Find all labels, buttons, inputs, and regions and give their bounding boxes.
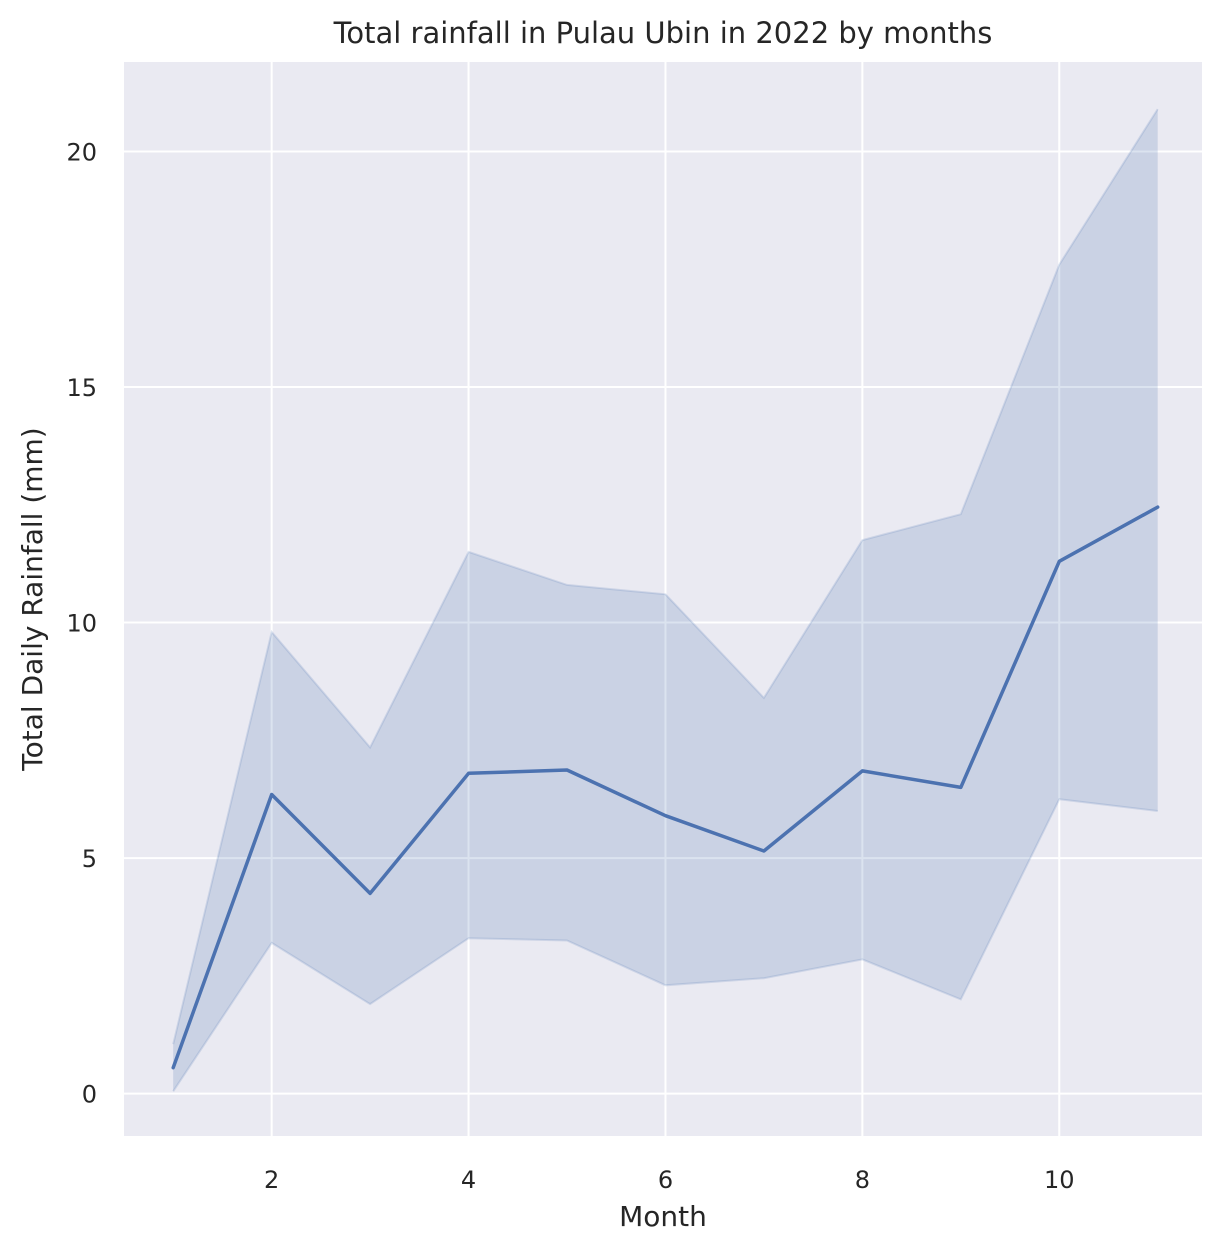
y-tick-label: 15 (66, 374, 97, 402)
data-points (173, 507, 1158, 1068)
chart-title: Total rainfall in Pulau Ubin in 2022 by … (333, 16, 993, 50)
confidence-band (173, 109, 1158, 1092)
grid (124, 62, 1202, 1136)
y-tick-label: 5 (82, 845, 97, 873)
y-axis-label: Total Daily Rainfall (mm) (16, 427, 49, 771)
plot-background (124, 62, 1202, 1136)
x-tick-label: 8 (855, 1166, 870, 1194)
confidence-band-upper-edge (172, 108, 1159, 1045)
confidence-band-lower-edge (172, 798, 1158, 1092)
y-axis-ticks: 0 5 10 15 20 (66, 139, 97, 1109)
x-tick-label: 2 (264, 1166, 279, 1194)
y-tick-label: 10 (66, 610, 97, 638)
x-axis-label: Month (619, 1200, 707, 1233)
x-tick-label: 6 (658, 1166, 673, 1194)
x-axis-ticks: 2 4 6 8 10 (264, 1166, 1074, 1194)
y-tick-label: 20 (66, 139, 97, 167)
x-tick-label: 4 (461, 1166, 476, 1194)
y-tick-label: 0 (82, 1081, 97, 1109)
x-tick-label: 10 (1044, 1166, 1075, 1194)
